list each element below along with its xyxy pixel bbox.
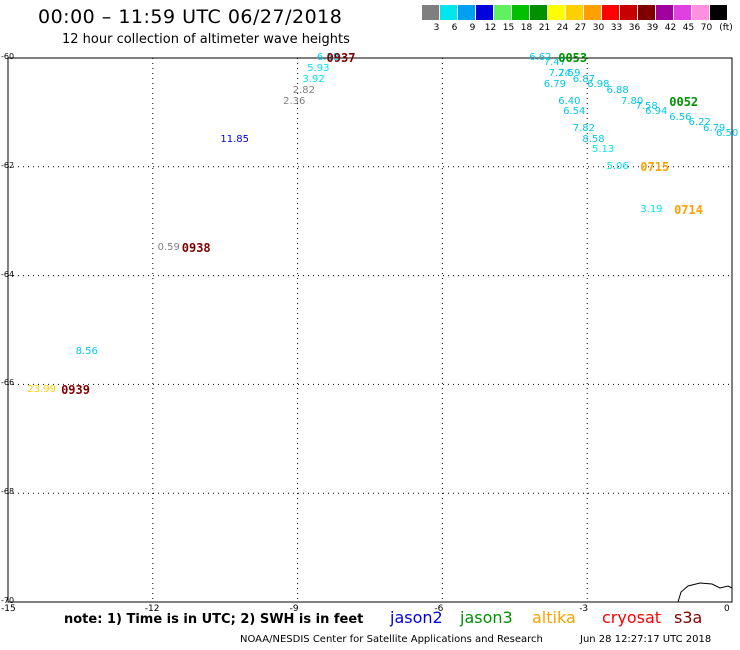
scale-swatch [440, 5, 457, 20]
wave-height-value: 7.80 [620, 95, 644, 107]
scale-swatch [458, 5, 475, 20]
scale-label: 24 [556, 23, 569, 33]
scale-swatch [602, 5, 619, 20]
wave-height-value: 8.56 [75, 345, 98, 357]
scale-swatch [674, 5, 691, 20]
map-gridlines [8, 58, 732, 602]
wave-height-value: 5.13 [592, 144, 615, 156]
scale-swatch [548, 5, 565, 20]
scale-swatch [512, 5, 529, 20]
wave-height-value: 3.92 [302, 73, 325, 85]
scale-swatch [638, 5, 655, 20]
pass-time-label: 0939 [61, 382, 90, 397]
wave-height-value: 6.79 [703, 122, 726, 134]
lon-label: 0 [724, 604, 730, 614]
wave-height-value: 6.58 [316, 52, 340, 63]
scale-label: 39 [646, 23, 659, 33]
wave-height-value: 6.87 [572, 73, 595, 85]
wave-height-value: 7.47 [543, 57, 567, 69]
lon-label: -3 [579, 604, 589, 614]
lat-label: -66 [1, 378, 15, 388]
wave-height-value: 3.19 [640, 204, 663, 216]
wave-height-value: 8.58 [582, 133, 605, 145]
scale-label: 6 [451, 23, 458, 33]
wave-height-value: 6.50 [716, 128, 739, 140]
credit-text: NOAA/NESDIS Center for Satellite Applica… [240, 634, 543, 645]
lon-label: -9 [289, 604, 299, 614]
wave-height-value: 11.85 [220, 133, 249, 145]
wave-height-value: 0.59 [157, 242, 180, 254]
scale-swatch [584, 5, 601, 20]
scale-swatch [692, 5, 709, 20]
scale-label: 12 [484, 23, 497, 33]
scale-label: 33 [610, 23, 623, 33]
wave-height-value: 7.82 [572, 122, 595, 134]
legend-s3a: s3a [674, 608, 703, 627]
scale-label: 42 [664, 23, 677, 33]
scale-unit: (ft) [719, 23, 733, 33]
page-subtitle: 12 hour collection of altimeter wave hei… [62, 32, 350, 47]
lat-label: -64 [1, 269, 15, 279]
map-frame [7, 57, 733, 603]
wave-height-value: 6.98 [587, 79, 610, 91]
lon-label: -12 [144, 604, 160, 614]
footer-note: note: 1) Time is in UTC; 2) SWH is in fe… [64, 612, 364, 627]
page-title: 00:00 – 11:59 UTC 06/27/2018 [38, 6, 343, 28]
scale-swatch [422, 5, 439, 20]
scale-label: 70 [700, 23, 713, 33]
scale-label: 45 [682, 23, 695, 33]
scale-swatch [530, 5, 547, 20]
wave-height-value: 6.40 [558, 95, 581, 107]
scale-label: 36 [628, 23, 641, 33]
lat-label: -70 [1, 596, 15, 605]
scale-swatch [710, 5, 727, 20]
wave-height-value: 6.54 [563, 106, 586, 118]
wave-height-value: 23.99 [27, 383, 56, 395]
scale-swatch [494, 5, 511, 20]
pass-time-label: 0714 [674, 203, 703, 218]
pass-time-label: 0052 [669, 94, 699, 109]
coastline [677, 582, 733, 603]
scale-label: 21 [538, 23, 551, 33]
wave-height-value: 6.56 [669, 111, 692, 123]
pass-time-label: 0053 [558, 51, 588, 65]
pass-time-label: 0937 [326, 51, 356, 65]
lon-label: -15 [1, 604, 16, 614]
lat-label: -68 [1, 487, 15, 497]
scale-label: 15 [502, 23, 515, 33]
wave-height-value: 6.79 [543, 79, 567, 91]
scale-swatch [620, 5, 637, 20]
legend-cryosat: cryosat [602, 608, 662, 627]
scale-label: 9 [469, 23, 476, 33]
wave-height-value: 7.58 [635, 100, 658, 112]
pass-time-label: 0715 [640, 159, 670, 174]
scale-swatch [566, 5, 583, 20]
timestamp-text: Jun 28 12:27:17 UTC 2018 [580, 634, 712, 645]
scale-label: 18 [520, 23, 533, 33]
scale-swatch [656, 5, 673, 20]
scale-label: 30 [592, 23, 605, 33]
wave-height-value: 2.36 [283, 95, 306, 107]
wave-height-value: 7.59 [558, 68, 581, 80]
scale-label: 27 [574, 23, 587, 33]
wave-height-value: 5.93 [307, 62, 330, 74]
lat-label: -60 [1, 52, 15, 61]
wave-height-value: 7.24 [548, 68, 571, 80]
legend-jason2: jason2 [390, 608, 443, 627]
lat-label: -62 [1, 160, 15, 170]
scale-label: 3 [433, 23, 440, 33]
scale-swatch [476, 5, 493, 20]
pass-time-label: 0938 [181, 241, 211, 256]
wave-height-value: 2.82 [292, 84, 316, 96]
legend-jason3: jason3 [460, 608, 513, 627]
wave-height-value: 5.06 [606, 160, 629, 172]
wave-height-value: 6.88 [606, 84, 629, 96]
legend-altika: altika [532, 608, 576, 627]
lon-label: -6 [434, 604, 444, 614]
wave-height-value: 6.94 [645, 106, 668, 118]
wave-height-value: 6.62 [529, 52, 552, 63]
wave-height-value: 6.22 [688, 117, 711, 129]
